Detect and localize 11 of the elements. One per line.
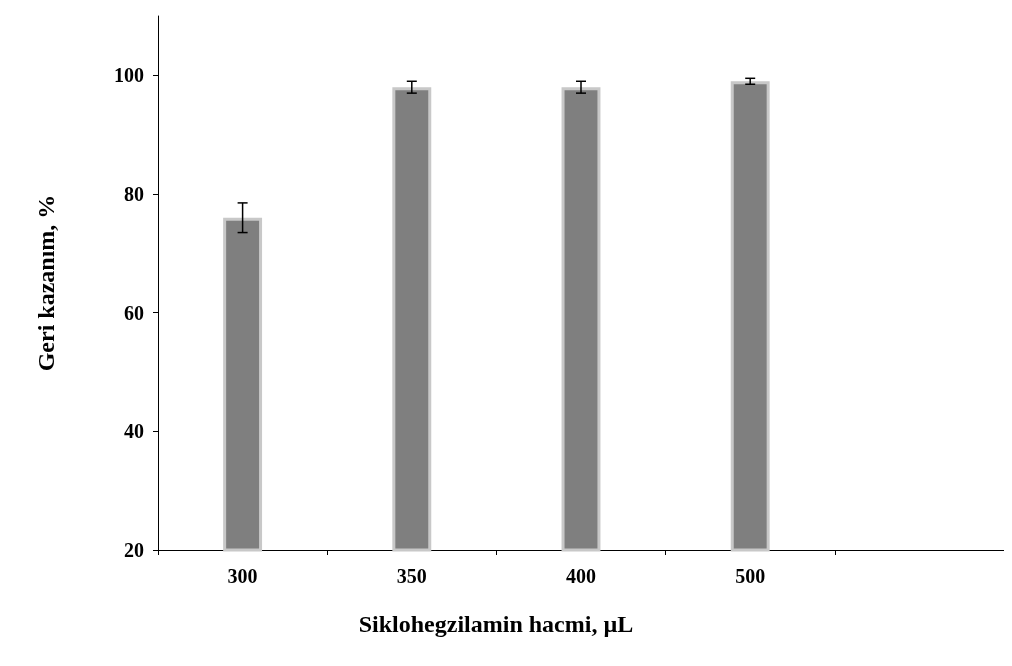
y-tick-label: 80: [124, 183, 144, 205]
x-tick-label: 500: [735, 565, 766, 587]
x-tick-label: 400: [566, 565, 596, 587]
y-tick-label: 60: [124, 301, 144, 324]
y-tick-label: 40: [124, 420, 144, 443]
y-axis-title: Geri kazanım, %: [33, 194, 59, 372]
x-tick-label: 300: [227, 565, 258, 587]
y-tick-label: 20: [124, 539, 144, 561]
x-axis-title: Siklohegzilamin hacmi, µL: [358, 611, 634, 637]
y-tick-label: 100: [114, 64, 144, 87]
x-tick-label: 350: [396, 565, 427, 587]
